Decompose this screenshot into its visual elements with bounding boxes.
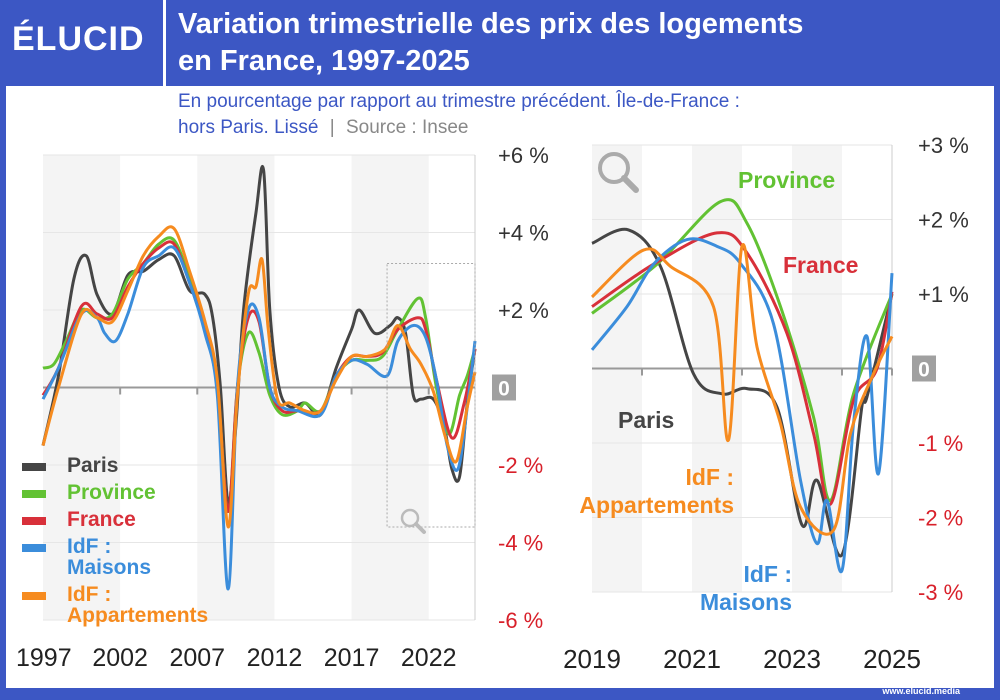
label-line: IdF :: [685, 464, 734, 490]
legend: Paris Province France IdF : Maisons IdF …: [22, 455, 217, 632]
title-line-2: en France, 1997-2025: [178, 45, 470, 77]
subtitle-line-2: hors Paris. Lissé: [178, 117, 319, 138]
legend-swatch: [22, 463, 46, 471]
legend-label: IdF : Maisons: [67, 535, 152, 579]
label-line: Appartements: [579, 492, 734, 518]
legend-swatch: [22, 490, 46, 498]
label-line: Maisons: [699, 589, 792, 615]
legend-label: Province: [67, 481, 156, 504]
y-tick-label: -4 %: [498, 531, 543, 556]
legend-swatch: [22, 592, 46, 600]
y-tick-label: +3 %: [918, 133, 969, 158]
label-province: Province: [738, 167, 836, 193]
x-tick-label: 2012: [247, 644, 303, 672]
series-line-idf-maisons: [590, 237, 894, 574]
series-line-idf-maisons: [41, 245, 477, 591]
series-line-idf-appartements: [41, 225, 477, 529]
legend-item-province: Province: [22, 482, 217, 503]
legend-item-france: France: [22, 509, 217, 530]
legend-item-idf-appartements: IdF : Appartements: [22, 584, 217, 626]
label-idf-appartements: IdF : Appartements: [566, 463, 734, 519]
x-tick-label: 2021: [663, 644, 721, 674]
subtitle-line-1: En pourcentage par rapport au trimestre …: [178, 91, 740, 112]
chart-panel-1: +6 % +4 % +2 % 0 -2 % -4 % -6 % 1997 2002 2007 201…: [16, 143, 549, 672]
label-paris: Paris: [618, 407, 675, 433]
legend-label: IdF : Appartements: [67, 583, 209, 627]
x-tick-label: 2025: [863, 644, 921, 674]
chart-panel-2: +3 % +2 % +1 % 0 -1 % -2 % -3 % 2019 2021 2023 202…: [563, 133, 969, 674]
zero-badge: [492, 374, 516, 401]
x-tick-label: 2002: [92, 644, 148, 672]
x-tick-label: 2007: [169, 644, 225, 672]
x-tick-label: 1997: [16, 644, 72, 672]
x-tick-label: 2017: [324, 644, 380, 672]
footer-url: www.elucid.media: [882, 686, 960, 696]
y-tick-label: +4 %: [498, 221, 549, 246]
x-tick-label: 2022: [401, 644, 457, 672]
label-line: IdF :: [743, 561, 792, 587]
chart-title: Variation trimestrielle des prix des log…: [178, 6, 803, 80]
y-tick-label: 0: [918, 359, 930, 382]
y-tick-label: -3 %: [918, 580, 963, 605]
legend-swatch: [22, 544, 46, 552]
separator: |: [329, 117, 335, 138]
y-tick-label: -2 %: [918, 506, 963, 531]
x-tick-label: 2023: [763, 644, 821, 674]
legend-swatch: [22, 517, 46, 525]
series-line-province: [42, 236, 477, 513]
y-tick-label: 0: [498, 378, 510, 401]
y-tick-label: +2 %: [918, 208, 969, 233]
y-tick-label: -2 %: [498, 453, 543, 478]
magnifier-icon: [598, 152, 639, 193]
y-tick-label: -6 %: [498, 608, 543, 633]
x-tick-label: 2019: [563, 644, 621, 674]
series-line-france: [41, 240, 477, 513]
y-tick-label: -1 %: [918, 431, 963, 456]
series-line-france: [591, 231, 894, 506]
label-france: France: [783, 252, 859, 278]
elucid-logo: ÉLUCID: [12, 20, 145, 58]
series-line-idf-appartements: [590, 242, 894, 536]
y-tick-label: +6 %: [498, 143, 549, 168]
header: ÉLUCID Variation trimestrielle des prix …: [0, 0, 1000, 86]
title-line-1: Variation trimestrielle des prix des log…: [178, 8, 804, 40]
y-tick-label: +2 %: [498, 298, 549, 323]
y-tick-label: +1 %: [918, 282, 969, 307]
legend-label: France: [67, 508, 136, 531]
legend-item-paris: Paris: [22, 455, 217, 476]
legend-item-idf-maisons: IdF : Maisons: [22, 536, 177, 578]
subtitle: En pourcentage par rapport au trimestre …: [178, 89, 978, 141]
source: Source : Insee: [345, 117, 469, 138]
legend-label: Paris: [67, 454, 119, 477]
header-divider: [163, 0, 166, 86]
magnifier-icon: [400, 508, 426, 534]
zero-badge: [912, 355, 936, 382]
label-idf-maisons: IdF : Maisons: [688, 560, 792, 616]
